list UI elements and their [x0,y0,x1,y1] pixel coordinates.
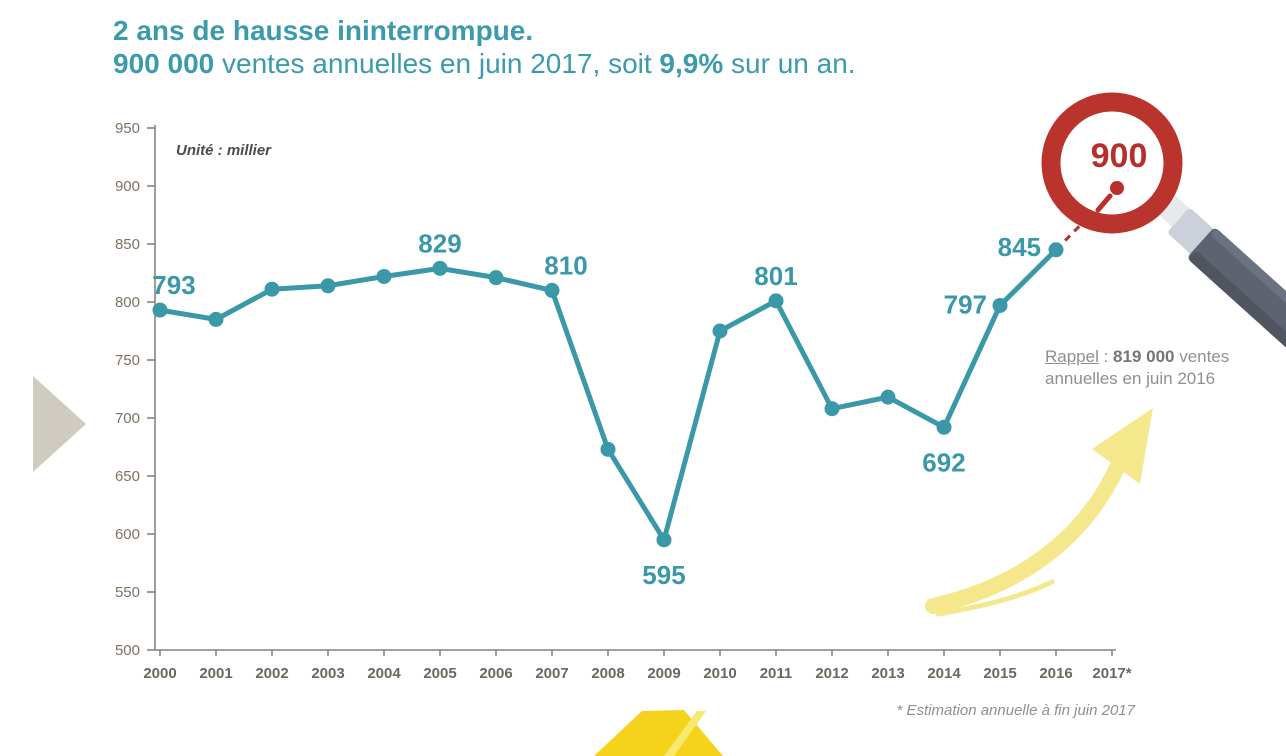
rappel-separator: : [1098,347,1114,366]
x-tick-label: 2008 [591,665,624,682]
x-tick-label: 2011 [760,665,793,682]
y-tick-label: 850 [115,236,140,253]
magnifier-lens [1050,101,1174,225]
yellow-shape-highlight [664,711,706,756]
title-line2: 900 000 ventes annuelles en juin 2017, s… [113,47,856,80]
data-point [880,389,896,405]
magnifier-handle [1188,228,1286,373]
y-tick-label: 600 [115,526,140,543]
y-tick-label: 650 [115,468,140,485]
point-label: 845 [998,232,1041,262]
yellow-shape [594,710,723,756]
x-tick-label: 2001 [199,665,232,682]
x-tick-label: 2007 [535,665,568,682]
data-point [712,323,728,339]
rappel-label: Rappel [1045,347,1099,366]
x-tick-label: 2017* [1092,665,1131,682]
data-point [1048,242,1064,258]
data-point [544,282,560,298]
magnified-point-tail [1095,193,1113,213]
arrow-brush-stroke [935,579,1055,617]
data-point [264,281,280,297]
y-tick-label: 550 [115,584,140,601]
data-point [768,293,784,309]
x-tick-label: 2010 [703,665,736,682]
chart-title: 2 ans de hausse ininterrompue. 900 000 v… [113,14,856,80]
data-point [208,311,224,327]
x-tick-label: 2004 [367,665,401,682]
point-label: 810 [544,250,587,280]
point-label: 829 [418,228,461,258]
y-tick-label: 750 [115,352,140,369]
x-tick-label: 2009 [647,665,680,682]
x-tick-label: 2016 [1039,665,1072,682]
data-point [824,401,840,417]
y-tick-label: 950 [115,120,140,137]
data-point [488,270,504,286]
magnifier-handle-shadow [1189,251,1286,373]
magnified-point [1110,181,1124,195]
data-point [152,302,168,318]
point-label: 692 [922,447,965,477]
rappel-note: Rappel : 819 000 ventes annuelles en jui… [1045,346,1265,390]
magnifier-ring [1041,92,1183,234]
y-tick-label: 800 [115,294,140,311]
x-tick-label: 2000 [143,665,176,682]
magnifier-handle-highlight [1211,229,1286,348]
title-line2-end: sur un an. [723,48,856,79]
point-label: 595 [642,560,685,590]
plot-area: 500 550 600 650 700 750 800 850 900 950 2000 2001 20… [115,120,1132,682]
x-tick-label: 2012 [815,665,848,682]
unit-label: Unité : millier [176,142,272,159]
title-percentage: 9,9% [659,48,724,79]
point-label: 793 [152,270,195,300]
point-label: 797 [944,289,987,319]
y-tick-label: 500 [115,642,140,659]
data-point [600,441,616,457]
data-point [936,419,952,435]
arrow-head [1092,408,1153,484]
arrow-tail [925,460,1125,614]
rappel-text: ventes annuelles en juin 2016 [1045,347,1230,388]
x-tick-label: 2014 [927,665,961,682]
title-line2-text: ventes annuelles en juin 2017, soit [214,48,660,79]
x-tick-label: 2015 [983,665,1016,682]
x-tick-label: 2005 [423,665,456,682]
title-sales-figure: 900 000 [113,48,215,79]
magnifier-value: 900 [1091,137,1148,175]
x-tick-label: 2002 [255,665,288,682]
data-point [992,297,1008,313]
triangle-shape-icon [33,376,86,472]
x-tick-label: 2003 [311,665,344,682]
data-point [320,278,336,294]
rappel-figure: 819 000 [1113,347,1175,366]
data-point [432,260,448,276]
y-tick-label: 700 [115,410,140,427]
data-point [656,532,672,548]
title-line1: 2 ans de hausse ininterrompue. [113,15,534,46]
point-label: 801 [754,261,797,291]
y-tick-label: 900 [115,178,140,195]
x-tick-label: 2013 [871,665,904,682]
x-tick-label: 2006 [479,665,512,682]
data-point [376,268,392,284]
footnote: * Estimation annuelle à fin juin 2017 [896,702,1136,719]
